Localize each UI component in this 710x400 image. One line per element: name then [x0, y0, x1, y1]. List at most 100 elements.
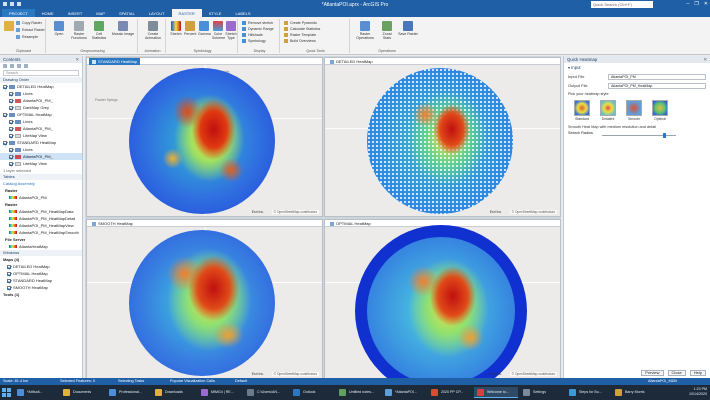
input-section-header[interactable]: ▾ Input: [568, 65, 581, 70]
window-checkbox[interactable]: [7, 285, 11, 290]
save-raster-button[interactable]: Save Raster: [398, 21, 418, 36]
tab-smooth-heatmap[interactable]: SMOOTH HeatMap: [89, 220, 136, 227]
quick-search-input[interactable]: Quick Search (Ctrl+F): [591, 1, 653, 8]
tools-header[interactable]: Tools (1): [3, 292, 20, 297]
tables-header[interactable]: Tables: [0, 174, 82, 180]
selection-icon[interactable]: [24, 64, 28, 68]
taskbar-app-button[interactable]: Outlook: [290, 387, 334, 398]
visibility-checkbox[interactable]: [3, 84, 7, 89]
filter-icon[interactable]: [3, 64, 7, 68]
catalog-item[interactable]: AtlantaHeatMap: [0, 243, 82, 250]
slider-track[interactable]: [602, 135, 676, 136]
taskbar-app-button[interactable]: Welcome to...: [474, 387, 518, 398]
taskbar-app-button[interactable]: Downloads: [152, 387, 196, 398]
window-checkbox[interactable]: [7, 278, 11, 283]
create-pyramids-button[interactable]: Create Pyramids: [284, 21, 317, 25]
style-option-detailed[interactable]: Detailed: [598, 100, 618, 121]
geoprocessing-open-button[interactable]: Open: [50, 21, 68, 36]
raster-functions-button[interactable]: Raster Functions: [70, 21, 88, 40]
maps-header[interactable]: Maps (4): [3, 257, 20, 262]
build-overviews-button[interactable]: Build Overviews: [284, 39, 316, 43]
contents-search-input[interactable]: Search: [3, 70, 79, 76]
tab-style[interactable]: STYLE: [208, 11, 222, 16]
catalog-item[interactable]: AtlantaPOI_PM_HeatMapDetail: [0, 215, 82, 222]
taskbar-app-button[interactable]: Untitled notes...: [336, 387, 380, 398]
status-scale[interactable]: Scale: 81.4 km: [3, 379, 29, 383]
color-scheme-button[interactable]: Color Scheme: [212, 21, 225, 40]
visibility-checkbox[interactable]: [9, 161, 13, 166]
layer-item-selected[interactable]: AtlantaPOI_PM_: [0, 153, 82, 160]
tab-insert[interactable]: INSERT: [67, 11, 83, 16]
map-item[interactable]: DETAILED HeatMap: [0, 83, 82, 90]
visibility-checkbox[interactable]: [9, 91, 13, 96]
gamma-button[interactable]: Gamma: [198, 21, 211, 36]
window-map-item[interactable]: OPTIMAL HeatMap: [0, 270, 82, 277]
raster-template-button[interactable]: Raster Template: [284, 33, 316, 37]
tab-home[interactable]: HOME: [41, 11, 54, 16]
style-option-smooth[interactable]: Smooth: [624, 100, 644, 121]
open-button[interactable]: [4, 21, 14, 32]
taskbar-app-button[interactable]: *Attitudi...: [14, 387, 58, 398]
visibility-checkbox[interactable]: [3, 140, 7, 145]
map-view-optimal[interactable]: OPTIMAL HeatMap Esri Inc. © OpenStreetMa…: [324, 219, 561, 379]
calculate-statistics-button[interactable]: Calculate Statistics: [284, 27, 320, 31]
taskbar-app-button[interactable]: *AtlantaPOI...: [382, 387, 426, 398]
layer-item[interactable]: AtlantaPOI_PM_: [0, 97, 82, 104]
input-file-field[interactable]: AtlantaPOI_PM: [608, 73, 706, 80]
hillshade-button[interactable]: Hillshade: [242, 33, 263, 37]
taskbar-app-button[interactable]: Barry Morris: [612, 387, 656, 398]
visibility-checkbox[interactable]: [9, 126, 13, 131]
output-file-field[interactable]: AtlantaPOI_PM_HeatMap: [608, 82, 706, 89]
window-map-item[interactable]: SMOOTH HeatMap: [0, 284, 82, 291]
layer-item[interactable]: Lines: [0, 118, 82, 125]
stretch-button[interactable]: Stretch: [170, 21, 182, 36]
catalog-item[interactable]: AtlantaPOI_PM_HeatMapSmooth: [0, 229, 82, 236]
window-checkbox[interactable]: [7, 271, 11, 276]
maximize-button[interactable]: ❐: [694, 1, 699, 7]
resample-button[interactable]: Resample: [16, 35, 38, 39]
redo-icon[interactable]: [17, 2, 21, 6]
copy-raster-button[interactable]: Copy Raster: [16, 21, 42, 25]
layer-item[interactable]: DarkMap Grey: [0, 104, 82, 111]
layers-icon[interactable]: [17, 64, 21, 68]
taskbar-app-button[interactable]: MIMG4 | RE...: [198, 387, 242, 398]
window-map-item[interactable]: STANDARD HeatMap: [0, 277, 82, 284]
visibility-checkbox[interactable]: [9, 133, 13, 138]
window-map-item[interactable]: DETAILED HeatMap: [0, 263, 82, 270]
close-icon[interactable]: ✕: [703, 57, 707, 62]
taskbar-app-button[interactable]: Steps for Bu...: [566, 387, 610, 398]
mosaic-image-button[interactable]: Mosaic Image: [110, 21, 136, 36]
layer-item[interactable]: AtlantaPOI_PM_: [0, 125, 82, 132]
tab-layout[interactable]: LAYOUT: [148, 11, 165, 16]
map-view-smooth[interactable]: SMOOTH HeatMap Union City Esri Inc. © Op…: [86, 219, 323, 379]
window-checkbox[interactable]: [7, 264, 11, 269]
style-option-standard[interactable]: Standard: [572, 100, 592, 121]
tab-map[interactable]: MAP: [96, 11, 105, 16]
catalog-item[interactable]: AtlantaPOI_PM_HeatMapView: [0, 222, 82, 229]
dynamic-range-button[interactable]: Dynamic Range: [242, 27, 274, 31]
status-visualization[interactable]: Popular Visualization Calls: [170, 379, 215, 383]
save-icon[interactable]: [3, 2, 7, 6]
windows-start-icon[interactable]: [2, 388, 11, 397]
remove-stretch-button[interactable]: Remove stretch: [242, 21, 273, 25]
status-default[interactable]: Default: [235, 379, 248, 383]
windows-header[interactable]: Windows: [0, 250, 82, 256]
undo-icon[interactable]: [10, 2, 14, 6]
tab-labels[interactable]: LABELS: [235, 11, 251, 16]
visibility-checkbox[interactable]: [9, 98, 13, 103]
style-option-optimal[interactable]: Optimal: [650, 100, 670, 121]
map-item[interactable]: STANDARD HeatMap: [0, 139, 82, 146]
map-view-standard[interactable]: STANDARD HeatMap Powder Springs Doravill…: [86, 57, 323, 217]
layer-item[interactable]: Lines: [0, 146, 82, 153]
preview-button[interactable]: Preview: [641, 370, 664, 376]
close-icon[interactable]: ✕: [75, 57, 79, 62]
create-animation-button[interactable]: Create Animation: [142, 21, 164, 40]
tab-detailed-heatmap[interactable]: DETAILED HeatMap: [327, 58, 376, 65]
tab-standard-heatmap[interactable]: STANDARD HeatMap: [89, 58, 141, 65]
taskbar-app-button[interactable]: 2020 PP CP...: [428, 387, 472, 398]
system-tray[interactable]: 1:23 PM 10/14/2020: [689, 387, 707, 397]
symbology-button[interactable]: Symbology: [242, 39, 266, 43]
catalog-section[interactable]: File Server: [5, 237, 26, 242]
layer-item[interactable]: LiteMap View: [0, 160, 82, 167]
taskbar-app-button[interactable]: Settings: [520, 387, 564, 398]
